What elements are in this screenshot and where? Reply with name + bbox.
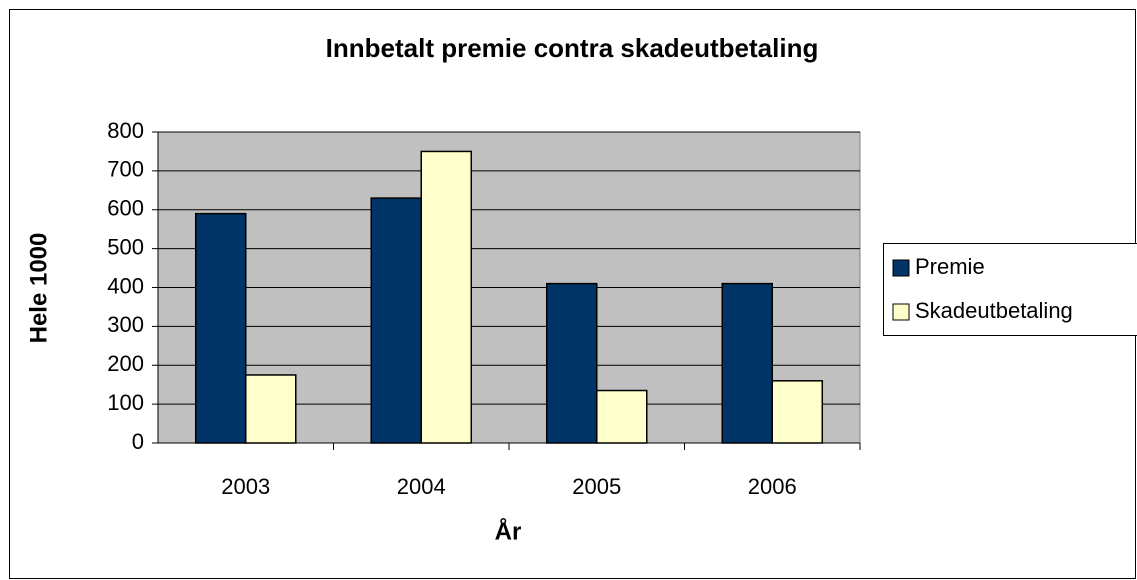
y-tick-label: 700 [107, 157, 144, 182]
y-tick-label: 400 [107, 273, 144, 298]
bar [771, 380, 824, 444]
y-tick-label: 500 [107, 234, 144, 259]
x-tick-label: 2006 [748, 474, 797, 499]
y-tick-label: 600 [107, 196, 144, 221]
y-tick-label: 300 [107, 312, 144, 337]
y-tick-label: 0 [132, 429, 144, 454]
y-tick-label: 200 [107, 351, 144, 376]
bar [545, 282, 598, 444]
y-tick-label: 800 [107, 118, 144, 143]
x-tick-label: 2005 [572, 474, 621, 499]
x-tick-label: 2003 [221, 474, 270, 499]
bar [596, 389, 648, 444]
y-tick-label: 100 [107, 390, 144, 415]
bar [245, 374, 297, 444]
legend-swatch [892, 259, 910, 277]
legend-label: Premie [915, 254, 985, 279]
chart-title: Innbetalt premie contra skadeutbetaling [326, 33, 819, 63]
bar [420, 150, 473, 444]
bar [370, 197, 423, 444]
y-axis-label: Hele 1000 [25, 233, 52, 344]
legend-box [883, 243, 1137, 336]
x-axis-label: År [495, 517, 522, 545]
x-tick-label: 2004 [397, 474, 446, 499]
bar [721, 282, 773, 444]
bar [194, 212, 247, 444]
legend-swatch [892, 303, 910, 321]
legend-label: Skadeutbetaling [915, 298, 1073, 323]
